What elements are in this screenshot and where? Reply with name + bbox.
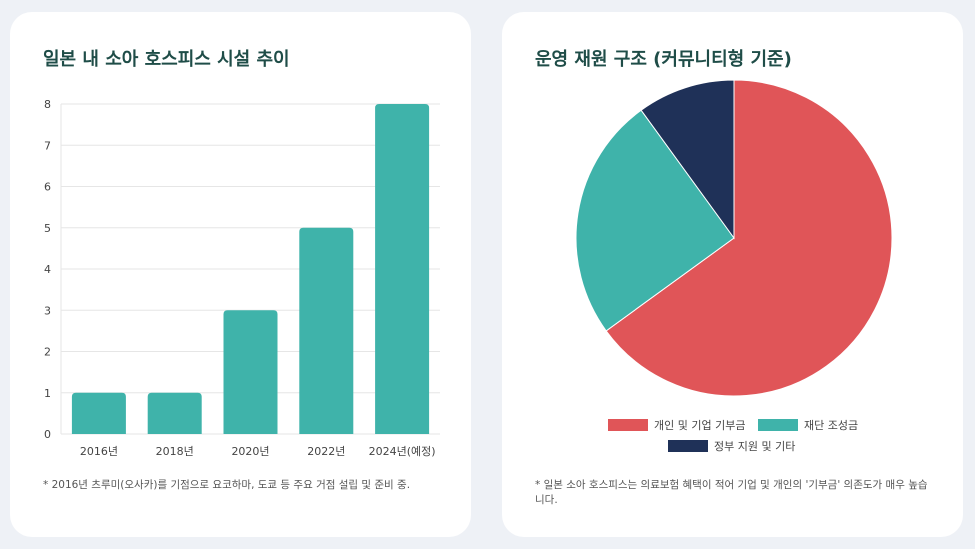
x-tick-label: 2018년 — [156, 445, 194, 458]
pie-slice — [605, 79, 893, 397]
x-tick-label: 2022년 — [307, 445, 345, 458]
y-tick-label: 7 — [44, 139, 51, 152]
bar — [223, 310, 278, 434]
facility-trend-title: 일본 내 소아 호스피스 시설 추이 — [43, 49, 290, 70]
funding-footnote: * 일본 소아 호스피스는 의료보험 혜택이 적어 기업 및 개인의 '기부금'… — [535, 479, 928, 506]
legend-label: 개인 및 기업 기부금 — [654, 419, 745, 432]
y-tick-label: 8 — [44, 98, 51, 111]
y-tick-label: 4 — [44, 263, 51, 276]
facility-trend-card: 일본 내 소아 호스피스 시설 추이 0 1 2 3 4 5 6 7 8 2016년 2018년 20… — [10, 12, 471, 537]
bar — [299, 227, 354, 434]
legend-label: 정부 지원 및 기타 — [714, 440, 795, 453]
funding-structure-title: 운영 재원 구조 (커뮤니티형 기준) — [535, 49, 792, 70]
bar — [71, 392, 126, 434]
y-tick-label: 0 — [44, 428, 51, 441]
facility-footnote: * 2016년 츠루미(오사카)를 기점으로 요코하마, 도쿄 등 주요 거점 … — [43, 479, 411, 491]
x-tick-label: 2016년 — [80, 445, 118, 458]
facility-bar-chart: 0 1 2 3 4 5 6 7 8 2016년 2018년 2020년 2022년 2024년(예정) — [44, 98, 440, 458]
y-tick-label: 3 — [44, 304, 51, 317]
legend-label: 재단 조성금 — [804, 419, 858, 432]
y-tick-label: 5 — [44, 222, 51, 235]
pie-slice — [640, 79, 735, 240]
pie-slice — [575, 109, 735, 332]
y-tick-label: 6 — [44, 181, 51, 194]
x-tick-label: 2024년(예정) — [369, 445, 436, 458]
legend-swatch — [758, 419, 798, 431]
legend-swatch — [668, 440, 708, 452]
bar — [375, 104, 430, 434]
bar — [147, 392, 202, 434]
y-tick-label: 2 — [44, 346, 51, 359]
y-tick-label: 1 — [44, 387, 51, 400]
legend-swatch — [608, 419, 648, 431]
x-tick-label: 2020년 — [231, 445, 269, 458]
